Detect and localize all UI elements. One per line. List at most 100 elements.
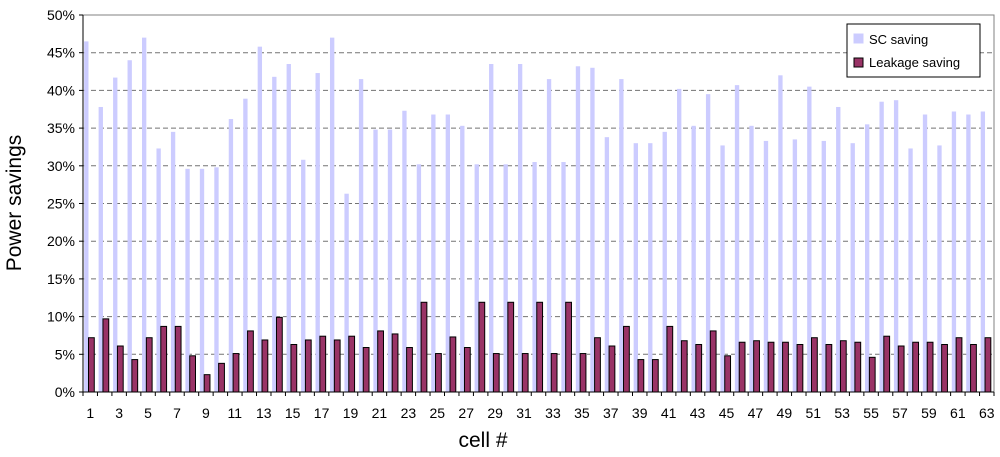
bar-leakage-saving (941, 343, 948, 393)
x-tick-label: 45 (719, 405, 735, 421)
bar-leakage-saving (651, 359, 659, 393)
bar-leakage-saving (782, 341, 789, 393)
x-tick-label: 33 (545, 405, 561, 421)
bar-sc-saving (185, 168, 190, 392)
bar-leakage-saving (897, 345, 905, 393)
bar-sc-saving (677, 88, 682, 392)
x-tick-label: 7 (173, 405, 181, 421)
x-tick-label: 37 (603, 405, 619, 421)
bar-leakage-saving (247, 330, 254, 393)
bar-sc-saving (590, 67, 595, 392)
bar-leakage-saving (753, 340, 760, 393)
bar-leakage-saving (767, 341, 775, 393)
bar-sc-saving (922, 114, 928, 392)
x-tick-label: 3 (115, 405, 123, 421)
y-tick-label: 0% (55, 384, 75, 400)
bar-leakage-saving (218, 362, 225, 393)
bar-leakage-saving (377, 330, 384, 393)
bar-sc-saving (373, 129, 378, 392)
bar-sc-saving (387, 129, 393, 392)
bar-leakage-saving (868, 356, 876, 393)
x-tick-label: 31 (516, 405, 532, 421)
bar-sc-saving (358, 79, 364, 392)
bar-sc-saving (98, 106, 103, 392)
y-tick-label: 50% (47, 7, 75, 23)
x-tick-label: 61 (950, 405, 966, 421)
bar-sc-saving (604, 137, 610, 392)
bar-sc-saving (749, 125, 754, 392)
bar-leakage-saving (594, 337, 601, 393)
bar-leakage-saving (839, 340, 847, 393)
bar-sc-saving (546, 79, 552, 392)
bars (84, 37, 992, 393)
x-tick-label: 35 (574, 405, 590, 421)
bar-leakage-saving (970, 343, 977, 393)
bar-sc-saving (431, 114, 436, 392)
bar-leakage-saving (825, 343, 833, 393)
bar-leakage-saving (984, 337, 992, 393)
x-tick-label: 59 (921, 405, 937, 421)
bar-sc-saving (243, 98, 248, 392)
x-tick-label: 19 (343, 405, 359, 421)
bar-leakage-saving (796, 343, 804, 393)
bar-sc-saving (286, 64, 291, 392)
bar-sc-saving (489, 64, 494, 392)
bar-leakage-saving (362, 347, 370, 393)
bar-leakage-saving (565, 301, 572, 393)
bar-leakage-saving (521, 353, 529, 393)
legend-label-sc: SC saving (869, 32, 928, 47)
bar-sc-saving (619, 79, 624, 392)
x-tick-label: 57 (892, 405, 908, 421)
bar-leakage-saving (319, 335, 327, 393)
x-tick-label: 9 (202, 405, 210, 421)
bar-sc-saving (633, 143, 638, 392)
y-tick-label: 20% (47, 233, 75, 249)
bar-sc-saving (691, 125, 696, 392)
bar-leakage-saving (666, 325, 674, 393)
bar-sc-saving (228, 119, 234, 392)
y-ticks: 0% 5% 10% 15% 20% 25% 30% 35% 40% 45% 50% (47, 7, 83, 400)
bar-sc-saving (156, 148, 161, 392)
bar-leakage-saving (637, 359, 645, 393)
y-axis-title: Power savings (3, 135, 26, 272)
bar-sc-saving (792, 139, 798, 392)
bar-leakage-saving (145, 337, 153, 393)
y-tick-label: 15% (47, 271, 75, 287)
bar-sc-saving (807, 86, 812, 392)
x-tick-label: 17 (314, 405, 330, 421)
bar-sc-saving (908, 148, 913, 392)
x-tick-label: 21 (372, 405, 388, 421)
bar-leakage-saving (420, 301, 428, 393)
bar-sc-saving (272, 76, 277, 392)
bar-leakage-saving (290, 343, 298, 393)
bar-leakage-saving (174, 325, 182, 393)
bar-sc-saving (474, 164, 479, 392)
bar-leakage-saving (333, 339, 341, 393)
bar-leakage-saving (435, 353, 442, 393)
x-tick-label: 15 (285, 405, 301, 421)
x-tick-label: 11 (228, 405, 243, 421)
y-tick-label: 5% (55, 346, 75, 362)
x-tick-label: 43 (690, 405, 706, 421)
bar-leakage-saving (232, 353, 240, 393)
x-tick-label: 49 (777, 405, 793, 421)
bar-leakage-saving (261, 339, 269, 393)
bar-leakage-saving (463, 347, 471, 393)
bar-sc-saving (257, 46, 263, 392)
bar-sc-saving (778, 75, 783, 392)
bar-leakage-saving (955, 337, 963, 393)
bar-sc-saving (199, 168, 205, 392)
bar-sc-saving (821, 140, 826, 392)
legend-swatch-sc (853, 33, 864, 44)
bar-sc-saving (648, 143, 653, 392)
bar-leakage-saving (131, 359, 139, 393)
x-tick-label: 13 (256, 405, 272, 421)
bar-sc-saving (445, 114, 451, 392)
bar-leakage-saving (811, 337, 818, 393)
x-tick-label: 25 (429, 405, 445, 421)
legend-box (846, 23, 981, 78)
x-tick-label: 51 (805, 405, 821, 421)
bar-sc-saving (416, 164, 422, 392)
x-tick-label: 55 (863, 405, 879, 421)
bar-leakage-saving (926, 341, 934, 393)
